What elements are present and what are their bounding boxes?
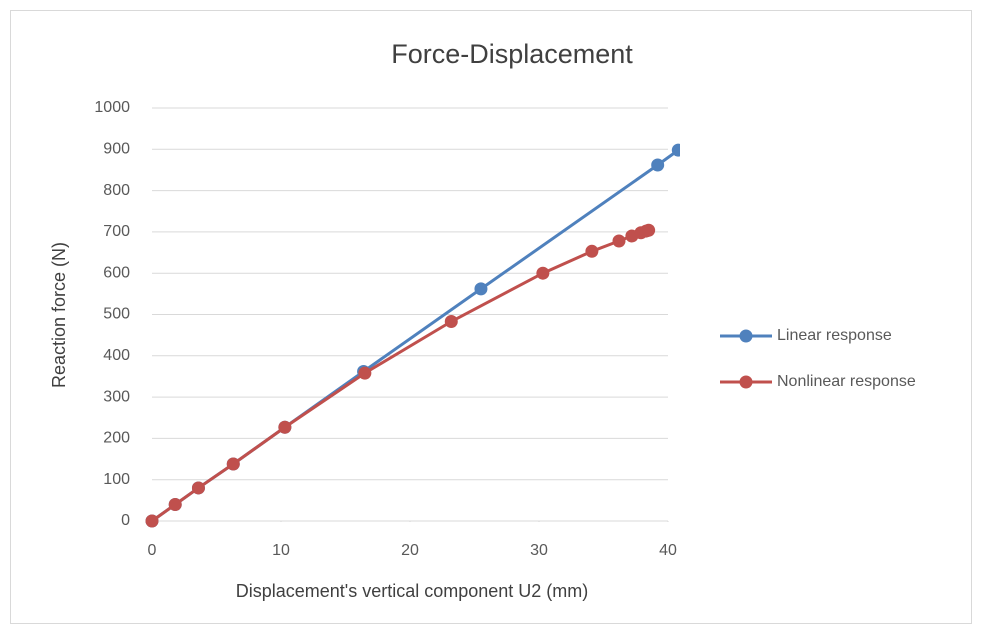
data-point bbox=[278, 420, 292, 434]
y-tick-label: 100 bbox=[103, 471, 130, 488]
data-point bbox=[612, 234, 626, 248]
chart-border bbox=[10, 10, 972, 624]
plot-area bbox=[145, 143, 680, 528]
grid: 0 100 200 300 400 500 600 700 800 900 1000 0 10 20 30 4… bbox=[94, 99, 677, 559]
x-tick-label: 30 bbox=[530, 542, 548, 559]
data-point bbox=[358, 366, 372, 380]
y-tick-label: 300 bbox=[103, 388, 130, 405]
x-tick-label: 40 bbox=[659, 542, 677, 559]
legend-marker bbox=[739, 329, 753, 343]
data-point bbox=[651, 158, 665, 172]
legend-marker bbox=[739, 375, 753, 389]
data-point bbox=[145, 514, 159, 528]
x-axis-label: Displacement's vertical component U2 (mm… bbox=[236, 581, 589, 601]
y-tick-label: 400 bbox=[103, 347, 130, 364]
y-axis-label: Reaction force (N) bbox=[49, 242, 69, 388]
y-tick-label: 800 bbox=[103, 182, 130, 199]
data-point bbox=[191, 481, 205, 495]
chart-title: Force-Displacement bbox=[391, 39, 633, 69]
data-point bbox=[168, 497, 182, 511]
legend: Linear response Nonlinear response bbox=[720, 327, 916, 390]
x-tick-label: 20 bbox=[401, 542, 419, 559]
data-point bbox=[444, 315, 458, 329]
data-point bbox=[671, 143, 680, 157]
y-tick-label: 500 bbox=[103, 306, 130, 323]
x-tick-label: 0 bbox=[148, 542, 157, 559]
data-point bbox=[474, 282, 488, 296]
legend-label: Linear response bbox=[777, 327, 892, 344]
data-point bbox=[536, 266, 550, 280]
y-tick-label: 200 bbox=[103, 430, 130, 447]
data-point bbox=[642, 223, 656, 237]
y-tick-label: 600 bbox=[103, 264, 130, 281]
y-tick-label: 900 bbox=[103, 141, 130, 158]
legend-label: Nonlinear response bbox=[777, 373, 916, 390]
y-tick-label: 700 bbox=[103, 223, 130, 240]
data-point bbox=[226, 457, 240, 471]
y-tick-label: 0 bbox=[121, 512, 130, 529]
data-point bbox=[585, 244, 599, 258]
x-tick-label: 10 bbox=[272, 542, 290, 559]
y-tick-label: 1000 bbox=[94, 99, 130, 116]
